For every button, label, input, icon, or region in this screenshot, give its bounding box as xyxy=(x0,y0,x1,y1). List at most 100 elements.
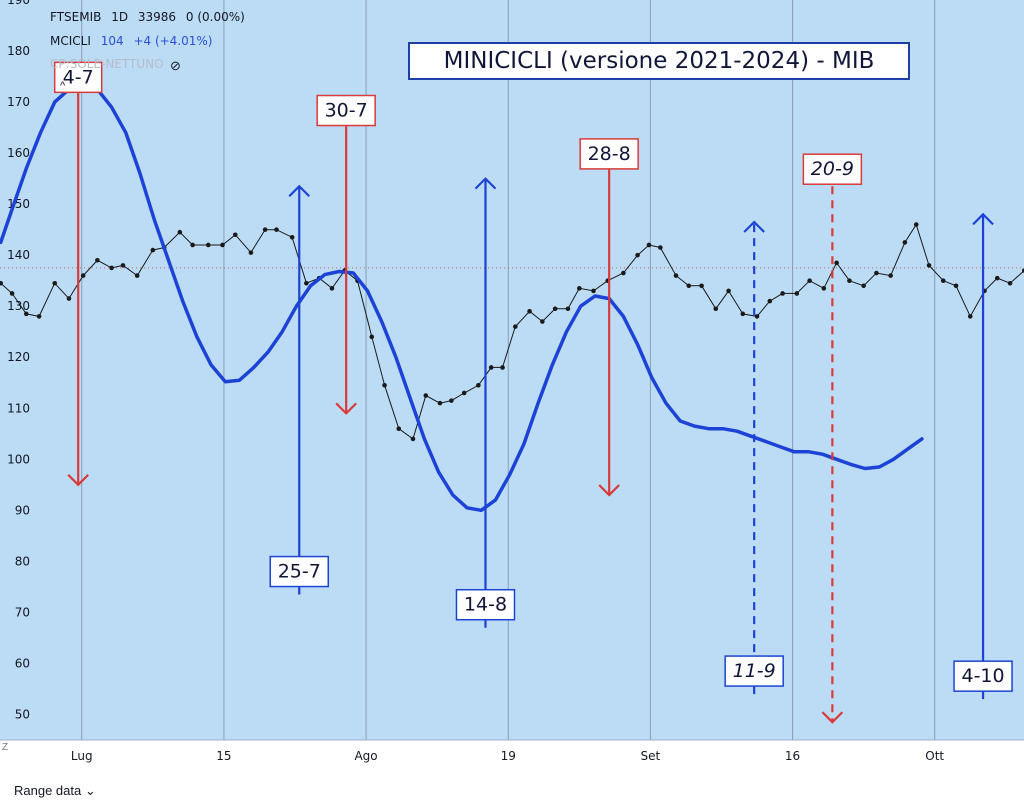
y-tick-label: 60 xyxy=(15,656,30,670)
x-tick-label: Lug xyxy=(71,749,93,763)
cycle-arrow-head xyxy=(972,212,994,226)
series-layer xyxy=(0,85,1024,513)
price-point xyxy=(248,250,254,255)
cycle-date-box xyxy=(316,94,376,127)
price-point xyxy=(821,286,827,291)
price-point xyxy=(926,263,932,268)
collapse-caret-icon[interactable]: ^ xyxy=(60,80,66,92)
cycle-chart: 5060708090100110120130140150160170180190… xyxy=(0,0,1024,770)
y-tick-label: 180 xyxy=(7,44,30,58)
x-tick-label: 19 xyxy=(501,749,516,763)
price-point xyxy=(488,365,494,370)
price-point xyxy=(847,278,852,283)
price-point xyxy=(109,265,114,271)
y-tick-label: 80 xyxy=(15,554,30,568)
y-tick-label: 70 xyxy=(15,605,30,619)
price-point xyxy=(726,288,731,294)
cycle-arrow-head xyxy=(821,711,844,724)
cycle-date-label: 30-7 xyxy=(325,100,368,122)
price-point xyxy=(673,273,679,278)
cycle-date-label: 4-7 xyxy=(63,66,94,88)
x-tick-label: Ott xyxy=(925,749,944,763)
cycle-arrow-head xyxy=(288,184,311,198)
y-tick-label: 90 xyxy=(15,503,30,517)
price-point xyxy=(807,278,812,283)
price-point xyxy=(369,334,375,340)
y-tick-label: 130 xyxy=(7,299,30,313)
price-point xyxy=(1007,280,1013,286)
price-point xyxy=(437,400,443,406)
x-tick-label: Set xyxy=(641,749,661,763)
price-point xyxy=(476,383,481,388)
x-axis-band xyxy=(0,741,1024,770)
price-change: 0 (0.00%) xyxy=(185,10,245,24)
price-point xyxy=(80,273,86,278)
plot-background xyxy=(0,0,1024,740)
price-point xyxy=(794,291,800,296)
price-point xyxy=(150,247,156,253)
cycle-date-box xyxy=(802,153,863,185)
z-marker: Z xyxy=(2,742,9,753)
price-point xyxy=(834,260,839,266)
indicator-label: MCICLI xyxy=(50,34,91,48)
chart-title: MINICICLI (versione 2021-2024) - MIB xyxy=(408,42,910,80)
cycle-series-line xyxy=(0,85,924,513)
price-point xyxy=(565,306,571,312)
price-point xyxy=(262,227,268,232)
price-point xyxy=(289,235,295,240)
cycle-date-label: 20-9 xyxy=(811,158,854,180)
price-point xyxy=(500,365,505,370)
price-point xyxy=(36,314,42,319)
price-point xyxy=(861,283,866,289)
cycle-date-box xyxy=(455,588,516,621)
price-point xyxy=(134,273,140,278)
cycle-arrow-head xyxy=(335,402,357,415)
range-data-label: Range data xyxy=(14,783,82,798)
range-data-button[interactable]: Range data ⌄ xyxy=(14,783,96,799)
hidden-indicator-label: CP:SOLE-NETTUNO xyxy=(50,57,164,71)
cycle-arrow-head xyxy=(598,484,620,497)
cycle-date-label: 4-10 xyxy=(961,665,1004,687)
y-tick-label: 160 xyxy=(7,146,30,160)
price-point xyxy=(461,390,467,396)
cycle-date-label: 28-8 xyxy=(588,143,631,165)
price-point xyxy=(740,311,746,317)
price-point xyxy=(902,240,908,245)
y-tick-label: 120 xyxy=(7,350,30,364)
price-point xyxy=(423,393,429,398)
x-axis-labels: Lug 15 Ago 19 Set 16 Ott xyxy=(71,749,945,763)
cycle-arrow-head xyxy=(474,177,497,190)
legend-hidden-indicator[interactable]: CP:SOLE-NETTUNO xyxy=(50,57,170,71)
price-point xyxy=(577,286,582,291)
cycle-date-box xyxy=(269,555,330,588)
price-point xyxy=(304,280,309,286)
price-point xyxy=(527,309,532,314)
indicator-value: 104 xyxy=(100,34,124,48)
price-point xyxy=(635,252,640,258)
price-point xyxy=(449,398,454,403)
legend-indicator[interactable]: MCICLI 104 +4 (+4.01%) xyxy=(50,34,218,48)
price-point xyxy=(382,383,387,388)
price-point xyxy=(232,232,238,238)
price-point xyxy=(953,283,959,289)
cycle-arrow-head xyxy=(743,220,765,233)
price-point xyxy=(0,280,4,286)
price-point xyxy=(940,278,946,283)
cycle-arrow-head xyxy=(67,474,89,487)
cycle-date-box xyxy=(579,138,639,170)
price-point xyxy=(552,306,558,312)
price-point xyxy=(220,242,225,248)
price-point xyxy=(540,319,545,324)
cycle-date-label: 25-7 xyxy=(278,561,321,583)
y-tick-label: 170 xyxy=(7,95,30,109)
price-point xyxy=(9,291,15,296)
legend-main-symbol[interactable]: FTSEMIB 1D 33986 0 (0.00%) xyxy=(50,10,251,24)
cycle-date-box xyxy=(953,660,1013,692)
cycle-date-box xyxy=(53,61,103,94)
price-point xyxy=(699,283,704,289)
y-tick-label: 140 xyxy=(7,248,30,262)
hidden-eye-icon[interactable]: ⊘ xyxy=(170,58,181,73)
price-point xyxy=(780,291,785,296)
price-point xyxy=(874,270,879,276)
